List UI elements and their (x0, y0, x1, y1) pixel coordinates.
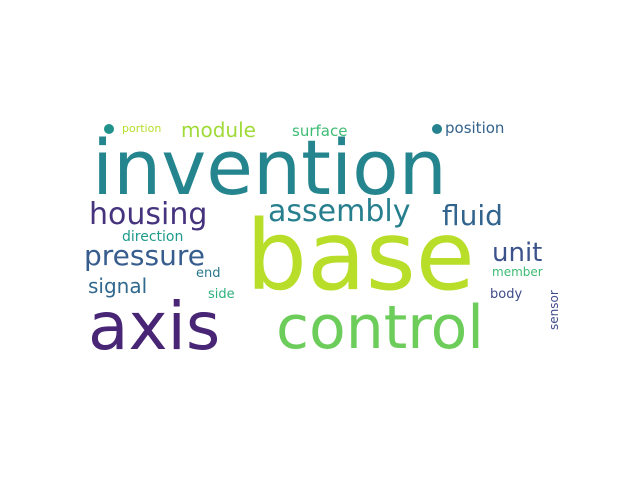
word-sensor: sensor (548, 290, 560, 330)
word-position: position (445, 121, 504, 136)
word-control: control (276, 298, 484, 358)
word-axis: axis (88, 294, 220, 360)
word-body: body (490, 288, 522, 301)
word-side: side (208, 288, 235, 301)
word-portion: portion (122, 123, 161, 134)
word-fluid: fluid (442, 202, 503, 230)
word-end: end (196, 267, 221, 280)
word-unit: unit (492, 240, 542, 266)
word-assembly: assembly (268, 197, 410, 227)
word-housing: housing (89, 200, 207, 230)
dot-marker (432, 124, 442, 134)
word-member: member (492, 266, 543, 278)
word-pressure: pressure (84, 242, 205, 270)
dot-marker (104, 124, 114, 134)
word-signal: signal (88, 276, 147, 296)
word-surface: surface (292, 124, 347, 139)
word-module: module (181, 120, 256, 140)
word-direction: direction (122, 230, 183, 244)
